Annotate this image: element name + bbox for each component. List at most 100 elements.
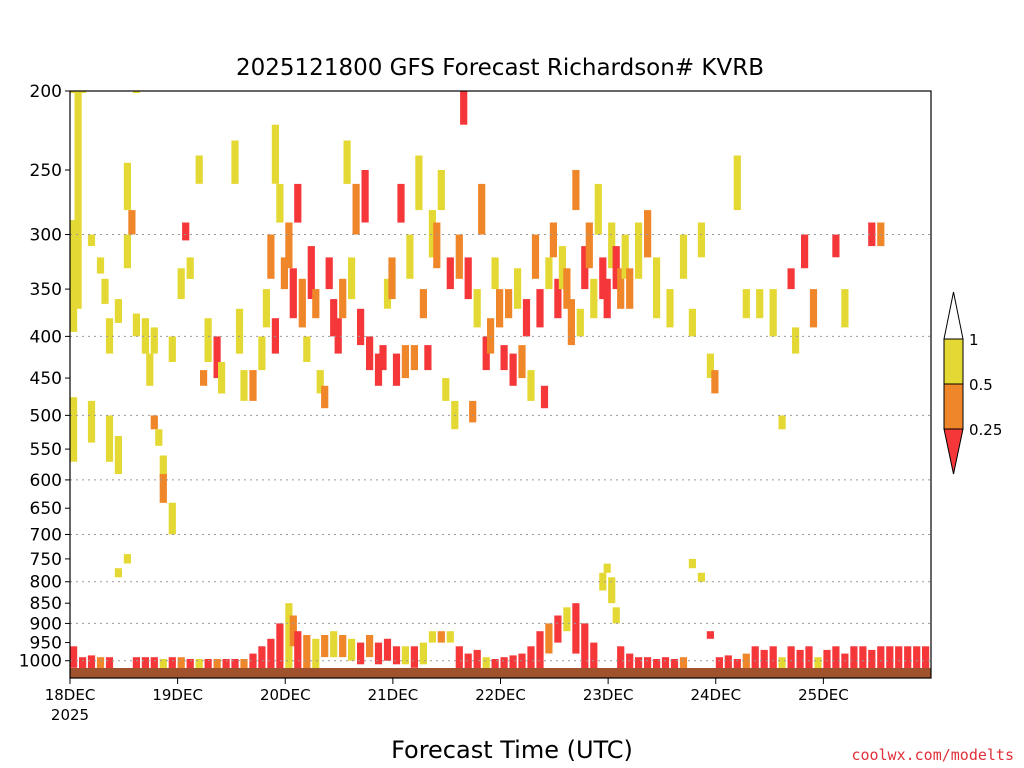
ri-cell (249, 653, 257, 672)
ri-cell (87, 400, 96, 443)
y-tick-label: 500 (30, 406, 62, 426)
y-tick-label: 450 (30, 369, 62, 389)
ri-cell (608, 222, 616, 269)
y-tick-label: 850 (30, 594, 62, 614)
credit-text: coolwx.com/modelts (851, 746, 1014, 764)
ri-cell (572, 603, 580, 654)
ri-cell (87, 655, 96, 672)
ri-cell (832, 234, 840, 258)
ri-cell (357, 308, 365, 346)
ri-cell (626, 268, 634, 309)
ri-cell (653, 257, 661, 319)
y-tick-label: 400 (30, 327, 62, 347)
ri-cell (132, 313, 140, 337)
ri-cell (70, 91, 78, 93)
ri-cell (491, 659, 499, 672)
ri-cell (832, 646, 840, 672)
ri-cell (325, 257, 333, 290)
ri-cell (478, 183, 486, 235)
ri-cell (868, 649, 876, 672)
ri-cell (442, 378, 450, 401)
ri-cell (895, 646, 903, 672)
ri-cell (361, 170, 369, 223)
legend-swatch (943, 338, 964, 385)
ri-cell (554, 615, 562, 643)
ri-cell (397, 183, 405, 223)
x-tick-sublabel: 2025 (51, 706, 89, 724)
ri-cell (778, 657, 786, 672)
ri-cell (531, 234, 540, 279)
x-tick-label: 23DEC (583, 686, 634, 704)
ri-cell (603, 278, 611, 319)
ri-cell (518, 345, 526, 379)
ri-cell (679, 234, 688, 279)
ri-cell (482, 657, 490, 672)
ri-cell (123, 554, 131, 564)
ri-cell (859, 646, 867, 672)
ri-cell (751, 646, 759, 672)
ri-cell (576, 308, 584, 337)
ri-cell (123, 162, 131, 211)
ri-cell (204, 659, 212, 672)
legend: 1 0.5 0.25 (943, 291, 1002, 475)
ri-cell (289, 615, 297, 647)
ri-cell (769, 289, 777, 337)
ri-cell (150, 415, 158, 430)
x-axis: 18DEC 2025 19DEC 20DEC 21DEC 22DEC 23DEC 24DEC 2… (45, 678, 849, 724)
ri-cell (473, 649, 481, 672)
ri-cell (801, 234, 809, 269)
ri-cell (366, 635, 374, 658)
ri-cell (496, 289, 504, 328)
ri-cell (101, 278, 109, 304)
ri-cell (455, 646, 463, 672)
ri-cell (240, 659, 248, 672)
ri-cell (540, 385, 549, 409)
ri-cell (150, 327, 158, 354)
ri-cell (549, 222, 557, 258)
ri-cell (635, 222, 643, 279)
ri-cell (778, 415, 786, 430)
y-tick-label: 200 (30, 82, 62, 102)
ri-cell (348, 638, 356, 661)
ri-cell (545, 257, 553, 290)
ri-cell (141, 657, 149, 672)
ri-cell (406, 234, 414, 279)
ri-cell (733, 659, 741, 672)
ri-cell (280, 257, 288, 290)
ri-cell (666, 289, 674, 328)
ri-cell (679, 657, 688, 672)
ri-cell (410, 345, 418, 371)
ri-cell (150, 657, 158, 672)
ri-cell (809, 289, 818, 328)
ri-cell (168, 657, 176, 672)
ri-cell (460, 91, 468, 125)
ri-cell (222, 659, 230, 672)
ri-cell (321, 635, 329, 658)
ri-cell (114, 299, 122, 323)
ri-cell (339, 278, 347, 319)
ri-cell (258, 646, 266, 672)
ri-cell (424, 345, 432, 371)
ri-cell (841, 289, 849, 328)
ri-cell (594, 183, 602, 235)
ri-cell (805, 646, 813, 672)
ri-cell (330, 299, 338, 337)
x-tick-label: 22DEC (475, 686, 526, 704)
ri-cell (352, 183, 360, 235)
ri-cell (285, 603, 293, 672)
ri-cell (567, 299, 575, 346)
ri-cell (114, 568, 122, 578)
ri-cell (294, 183, 302, 223)
ri-cell (505, 289, 513, 319)
ri-cell (868, 222, 876, 247)
ri-cell (482, 336, 490, 371)
x-tick-label: 19DEC (152, 686, 203, 704)
y-tick-label: 800 (30, 573, 62, 593)
ri-cell (563, 607, 571, 632)
ri-cell (383, 638, 392, 661)
ri-cell (159, 474, 167, 503)
ri-cell (271, 124, 279, 184)
ri-cell (760, 649, 768, 672)
ri-cell (644, 657, 652, 672)
ri-cell (904, 646, 912, 672)
